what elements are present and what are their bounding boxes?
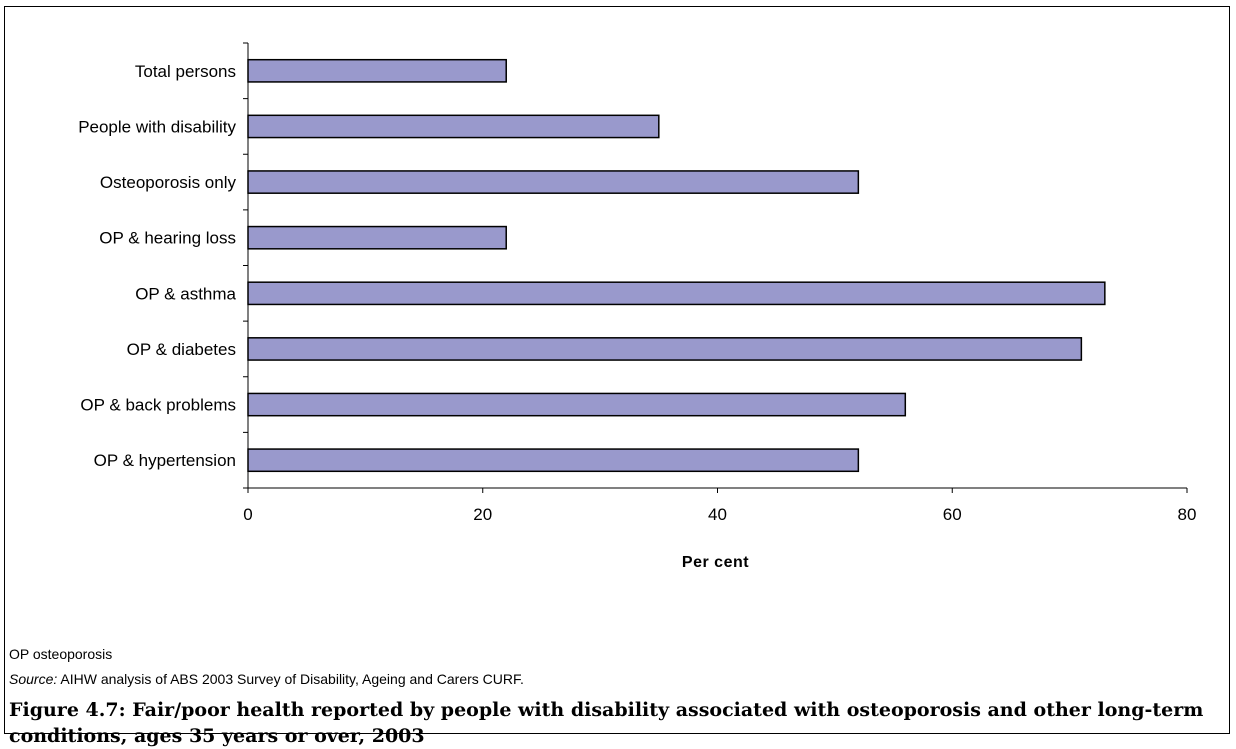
x-tick-label: 20 [473, 505, 492, 524]
bar-2 [247, 170, 860, 194]
x-tick-labels: 0 20 40 60 80 [243, 505, 1196, 524]
category-label: OP & back problems [80, 396, 236, 415]
source-text: AIHW analysis of ABS 2003 Survey of Disa… [60, 671, 524, 687]
category-label: OP & asthma [135, 284, 236, 303]
category-label: OP & hearing loss [99, 229, 236, 248]
bar-0 [247, 58, 507, 83]
bar-5 [247, 337, 1083, 361]
bar-3 [247, 225, 507, 250]
bar-1 [247, 114, 660, 139]
source-label: Source: [9, 671, 58, 687]
x-axis-title: Per cent [682, 554, 749, 571]
x-tick-label: 60 [943, 505, 962, 524]
axes [243, 42, 1188, 493]
category-label: Total persons [135, 62, 236, 81]
bar-6 [247, 392, 907, 417]
chart-frame [4, 6, 1230, 734]
category-label: OP & hypertension [94, 451, 236, 470]
bar-7 [247, 448, 860, 473]
category-label: People with disability [78, 117, 236, 136]
category-label: OP & diabetes [127, 340, 236, 359]
abbreviation-note: OP osteoporosis [9, 646, 113, 662]
bar-4 [247, 281, 1106, 306]
bar-chart: Total persons People with disability Osteo… [78, 42, 1196, 571]
x-tick-label: 0 [243, 505, 252, 524]
category-labels: Total persons People with disability Osteo… [78, 62, 236, 470]
x-tick-label: 40 [708, 505, 727, 524]
source-note: Source: AIHW analysis of ABS 2003 Survey… [9, 671, 524, 687]
category-label: Osteoporosis only [100, 173, 237, 192]
x-tick-label: 80 [1178, 505, 1197, 524]
figure-caption: Figure 4.7: Fair/poor health reported by… [9, 699, 1204, 747]
bars-group [247, 58, 1106, 473]
